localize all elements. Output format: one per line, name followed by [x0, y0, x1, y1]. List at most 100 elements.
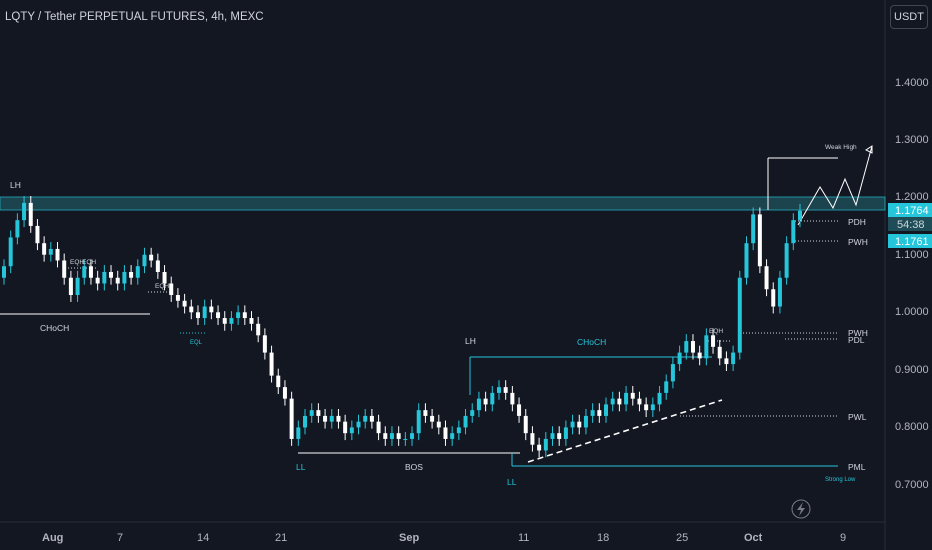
- candle-body: [276, 375, 281, 388]
- candle-body: [711, 335, 716, 347]
- candle-body: [677, 352, 682, 365]
- last-price-badge: [888, 203, 932, 217]
- choch-right-label: CHoCH: [577, 337, 606, 347]
- pdh-label: PDH: [848, 217, 866, 227]
- y-tick: 1.4000: [895, 77, 929, 89]
- candle-body: [630, 392, 635, 399]
- candle-body: [757, 214, 762, 267]
- y-tick: 1.1000: [895, 249, 929, 261]
- candle-body: [296, 427, 301, 439]
- candle-body: [209, 306, 214, 313]
- strong-low-label: Strong Low: [825, 477, 856, 483]
- candle-body: [122, 271, 127, 284]
- candle-body: [644, 404, 649, 411]
- candle-body: [724, 358, 729, 365]
- candle-body: [657, 392, 662, 405]
- candle-body: [309, 410, 314, 416]
- candle-body: [383, 433, 388, 439]
- candle-body: [443, 427, 448, 439]
- candle-body: [510, 392, 515, 405]
- candle-body: [135, 266, 140, 278]
- x-tick: 7: [117, 532, 123, 544]
- lh-left-label: LH: [10, 180, 21, 190]
- candle-body: [537, 444, 542, 451]
- x-tick: 18: [597, 532, 609, 544]
- pml-label: PML: [848, 462, 866, 472]
- candle-body: [704, 335, 709, 359]
- candle-body: [262, 335, 267, 353]
- eqh-label-2: EQH: [82, 259, 96, 266]
- candle-body: [242, 312, 247, 319]
- y-tick: 1.0000: [895, 306, 929, 318]
- candle-body: [503, 387, 508, 393]
- candle-body: [282, 387, 287, 399]
- candle-body: [737, 277, 742, 353]
- candle-body: [142, 254, 147, 267]
- candle-body: [530, 433, 535, 445]
- candle-body: [42, 243, 47, 255]
- projection-path: [797, 145, 873, 226]
- y-tick: 1.3000: [895, 134, 929, 146]
- candle-body: [149, 254, 154, 261]
- candle-body: [75, 277, 80, 296]
- weak-high-label: Weak High: [825, 144, 857, 151]
- candles-group: [2, 195, 802, 458]
- currency-button[interactable]: USDT: [890, 5, 928, 29]
- candle-body: [557, 433, 562, 439]
- candle-body: [463, 415, 468, 428]
- candle-body: [28, 202, 33, 226]
- candle-body: [483, 398, 488, 405]
- candle-body: [316, 410, 321, 416]
- lh-mid-label: LH: [465, 336, 476, 346]
- candle-body: [476, 398, 481, 411]
- candle-body: [8, 237, 13, 267]
- candle-body: [430, 415, 435, 422]
- candle-body: [604, 404, 609, 416]
- candle-body: [617, 398, 622, 405]
- candle-body: [289, 398, 294, 439]
- candle-body: [155, 260, 160, 272]
- candle-body: [523, 415, 528, 434]
- candle-body: [456, 427, 461, 434]
- candle-body: [62, 260, 67, 278]
- candle-body: [236, 312, 241, 319]
- x-tick: Sep: [399, 532, 419, 544]
- candle-body: [169, 283, 174, 296]
- candle-body: [303, 415, 308, 428]
- x-tick: 14: [197, 532, 209, 544]
- x-tick: 21: [275, 532, 287, 544]
- lightning-icon[interactable]: [791, 499, 811, 519]
- ll-label-2: LL: [507, 477, 517, 487]
- candle-body: [450, 433, 455, 439]
- candle-body: [731, 352, 736, 365]
- secondary-price-label: 1.1761: [895, 236, 929, 248]
- candle-body: [22, 202, 27, 221]
- x-tick: Aug: [42, 532, 63, 544]
- x-tick: 25: [676, 532, 688, 544]
- y-tick: 1.2000: [895, 191, 929, 203]
- candle-body: [590, 410, 595, 416]
- candle-body: [798, 210, 802, 221]
- candle-body: [369, 415, 374, 422]
- candle-body: [256, 323, 261, 336]
- candle-body: [15, 220, 20, 238]
- bos-label: BOS: [405, 462, 423, 472]
- candle-body: [102, 271, 107, 284]
- candle-body: [697, 352, 702, 359]
- eqh-label-4: EQH: [709, 328, 723, 335]
- projection-arrowhead: [865, 145, 873, 154]
- candle-body: [637, 398, 642, 405]
- candle-body: [684, 341, 689, 353]
- candle-body: [356, 421, 361, 428]
- candle-body: [436, 421, 441, 428]
- candle-body: [583, 415, 588, 428]
- candle-body: [490, 392, 495, 405]
- candle-body: [410, 433, 415, 439]
- candle-body: [55, 248, 60, 261]
- candle-body: [115, 277, 120, 284]
- candle-body: [216, 312, 221, 319]
- candle-body: [363, 415, 368, 422]
- candle-body: [563, 427, 568, 439]
- secondary-price-badge: [888, 234, 932, 248]
